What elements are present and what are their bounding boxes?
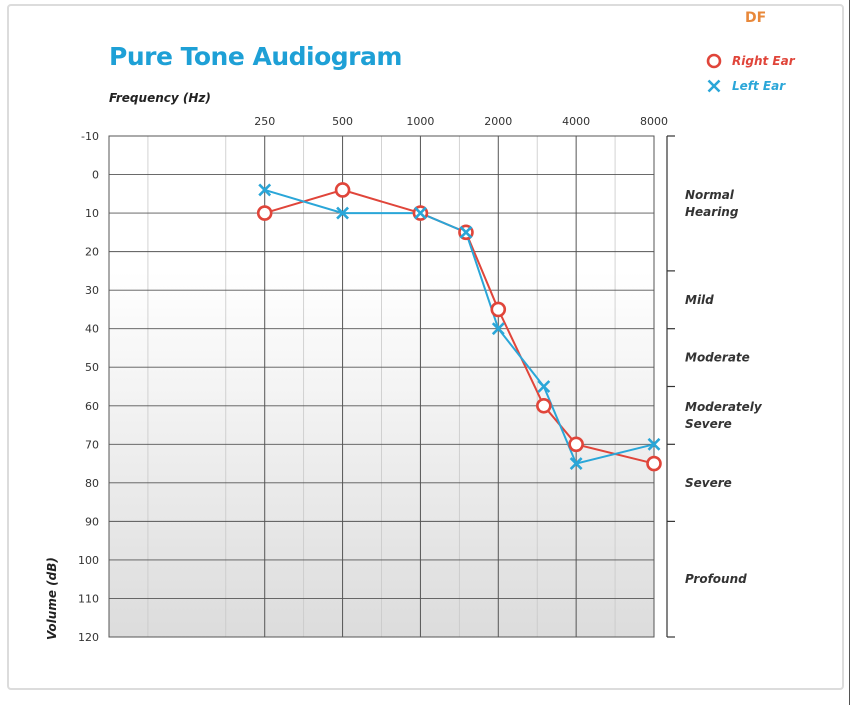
legend-label: Left Ear (732, 79, 786, 93)
hearing-category-label: Hearing (685, 205, 739, 219)
y-tick-label: 110 (78, 592, 99, 605)
x-tick-label: 250 (254, 115, 275, 128)
right-ear-point (256, 205, 273, 221)
y-tick-label: 90 (85, 515, 99, 528)
y-tick-label: 30 (85, 284, 99, 297)
y-tick-label: 20 (85, 246, 99, 259)
y-tick-label: 70 (85, 438, 99, 451)
left-ear-point (414, 206, 427, 220)
left-ear-line (264, 188, 655, 465)
window-edge (849, 0, 850, 705)
hearing-category-label: Severe (685, 476, 732, 490)
watermark: DF (745, 10, 767, 26)
left-ear-point (459, 225, 473, 239)
y-tick-label: 100 (78, 554, 99, 567)
y-tick-label: 50 (85, 361, 99, 374)
y-tick-label: 0 (92, 169, 99, 182)
legend-label: Right Ear (732, 54, 796, 68)
cross-stroke (258, 183, 272, 197)
legend-left-ear-marker (707, 79, 721, 93)
x-tick-label: 500 (332, 115, 353, 128)
x-axis-label: Frequency (Hz) (109, 91, 211, 105)
left-ear-point (491, 322, 505, 336)
y-tick-label: 10 (85, 207, 99, 220)
hearing-category-label: Mild (685, 293, 714, 307)
hearing-category-label: Profound (685, 572, 747, 586)
cross-stroke (336, 206, 349, 220)
cross-stroke (459, 225, 473, 239)
x-tick-label: 8000 (640, 115, 668, 128)
right-ear-point (568, 436, 584, 453)
right-ear-point (334, 182, 351, 198)
left-ear-point (647, 437, 661, 451)
cross-stroke (537, 380, 551, 393)
cross-stroke (414, 206, 427, 220)
right-ear-point (536, 397, 552, 414)
left-ear-point (336, 206, 349, 220)
left-ear-point (537, 380, 551, 393)
x-tick-label: 2000 (484, 115, 512, 128)
left-ear-point (569, 457, 583, 470)
hearing-category-label: Severe (685, 417, 732, 431)
right-ear-line (264, 188, 655, 465)
y-tick-label: 40 (85, 323, 99, 336)
hearing-category-label: Moderately (685, 400, 763, 414)
cross-stroke (647, 437, 661, 451)
x-tick-label: 4000 (562, 115, 590, 128)
y-axis-label: Volume (dB) (45, 557, 59, 640)
right-ear-point (646, 455, 662, 472)
hearing-category-label: Moderate (685, 351, 750, 365)
y-tick-label: 120 (78, 631, 99, 644)
left-ear-point (258, 183, 272, 197)
cross-stroke (491, 322, 505, 336)
right-ear-point (490, 301, 507, 318)
hearing-category-label: Normal (685, 188, 735, 202)
y-tick-label: -10 (81, 130, 99, 143)
y-tick-label: 60 (85, 400, 99, 413)
cross-stroke (569, 457, 583, 470)
y-tick-label: 80 (85, 477, 99, 490)
chart-title: Pure Tone Audiogram (109, 42, 402, 71)
legend-right-ear-marker (706, 53, 722, 69)
plot-border (108, 135, 655, 638)
x-tick-label: 1000 (406, 115, 434, 128)
